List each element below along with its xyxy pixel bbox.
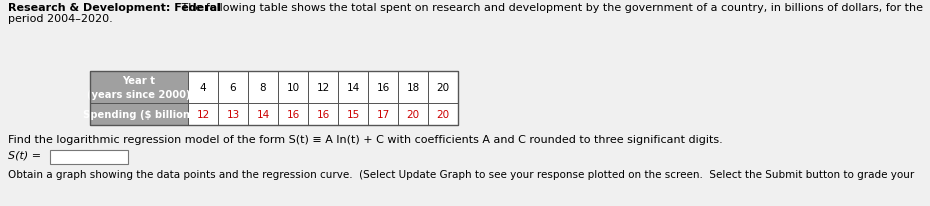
- Bar: [428, 72, 458, 103]
- Text: 17: 17: [377, 109, 390, 119]
- Text: 18: 18: [406, 83, 419, 92]
- Text: 20: 20: [436, 109, 449, 119]
- Text: 20: 20: [406, 109, 419, 119]
- Text: 16: 16: [316, 109, 329, 119]
- Bar: [338, 72, 368, 103]
- Bar: [248, 103, 278, 125]
- Bar: [368, 103, 398, 125]
- Text: 14: 14: [346, 83, 360, 92]
- Bar: [188, 103, 218, 125]
- Text: 12: 12: [196, 109, 209, 119]
- Text: 12: 12: [316, 83, 329, 92]
- Bar: [90, 72, 458, 125]
- Text: 16: 16: [286, 109, 299, 119]
- Text: period 2004–2020.: period 2004–2020.: [8, 14, 113, 24]
- Bar: [50, 150, 128, 164]
- Text: 13: 13: [226, 109, 240, 119]
- Text: Spending ($ billion): Spending ($ billion): [84, 109, 194, 119]
- Bar: [248, 72, 278, 103]
- Text: Research & Development: Federal: Research & Development: Federal: [8, 3, 220, 13]
- Text: The following table shows the total spent on research and development by the gov: The following table shows the total spen…: [178, 3, 923, 13]
- Bar: [368, 72, 398, 103]
- Text: 15: 15: [346, 109, 360, 119]
- Text: 8: 8: [259, 83, 266, 92]
- Text: 6: 6: [230, 83, 236, 92]
- Bar: [398, 72, 428, 103]
- Text: 16: 16: [377, 83, 390, 92]
- Bar: [90, 72, 188, 103]
- Bar: [218, 72, 248, 103]
- Text: 4: 4: [200, 83, 206, 92]
- Bar: [338, 103, 368, 125]
- Bar: [90, 103, 188, 125]
- Bar: [428, 103, 458, 125]
- Bar: [278, 72, 308, 103]
- Text: Year t
(years since 2000): Year t (years since 2000): [87, 76, 191, 99]
- Text: Find the logarithmic regression model of the form S(t) ≡ A ln(t) + C with coeffi: Find the logarithmic regression model of…: [8, 134, 723, 144]
- Text: S(t) =: S(t) =: [8, 149, 41, 159]
- Bar: [308, 103, 338, 125]
- Bar: [218, 103, 248, 125]
- Bar: [398, 103, 428, 125]
- Text: Obtain a graph showing the data points and the regression curve.  (Select Update: Obtain a graph showing the data points a…: [8, 169, 914, 179]
- Text: 14: 14: [257, 109, 270, 119]
- Bar: [308, 72, 338, 103]
- Text: 10: 10: [286, 83, 299, 92]
- Bar: [188, 72, 218, 103]
- Text: 20: 20: [436, 83, 449, 92]
- Bar: [278, 103, 308, 125]
